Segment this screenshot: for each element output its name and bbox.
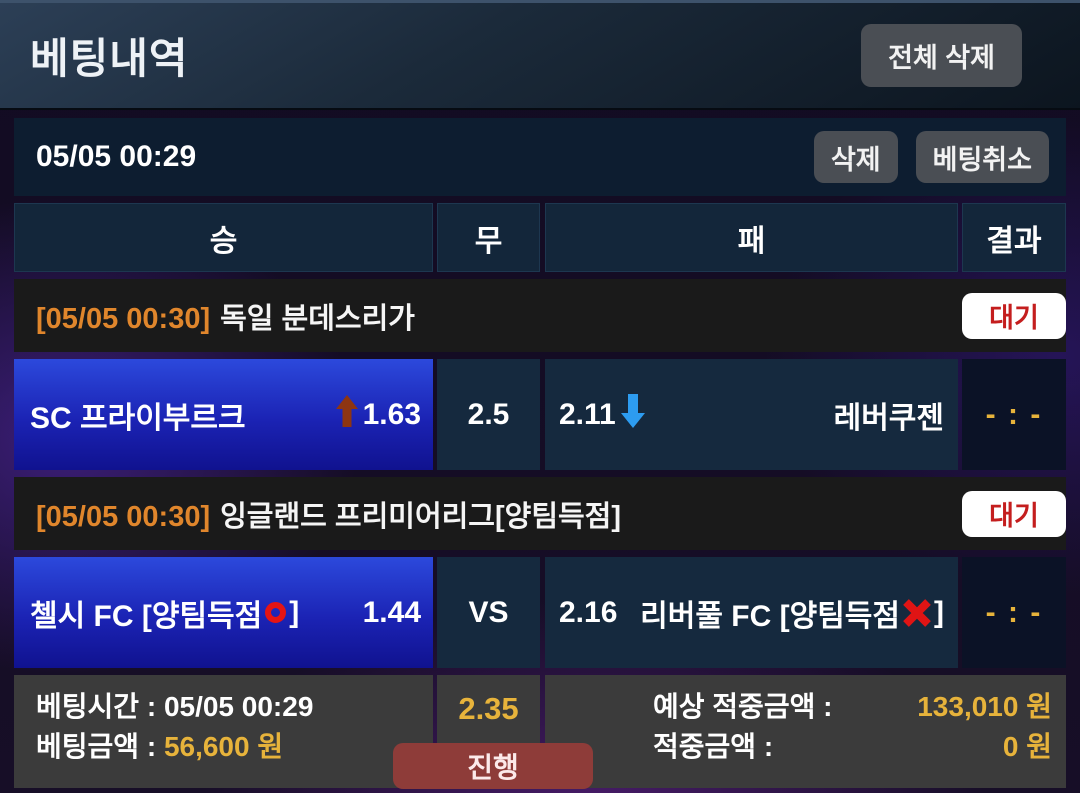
cancel-bet-button[interactable]: 베팅취소 (915, 131, 1049, 183)
league-info: [05/05 00:30] 잉글랜드 프리미어리그[양팀득점] (36, 493, 621, 535)
away-odds-value: 2.11 (559, 397, 616, 431)
home-odds-value: 1.63 (362, 397, 421, 431)
status-badge-waiting: 대기 (962, 490, 1066, 537)
match-row-chelsea-liverpool: 첼시 FC [양팀득점] 1.44 VS 2.16 리버풀 FC [양팀득점] … (14, 557, 1066, 668)
bet-time-label: 베팅시간 : (36, 691, 157, 722)
match-start-time: [05/05 00:30] (36, 302, 211, 335)
home-team-name: SC 프라이부르크 (30, 401, 246, 435)
hit-amount-label: 적중금액 : (653, 731, 774, 762)
column-header-draw: 무 (437, 203, 540, 272)
bet-time-value: 05/05 00:29 (163, 691, 314, 722)
progress-status-button[interactable]: 진행 (393, 743, 593, 789)
league-info: [05/05 00:30] 독일 분데스리가 (36, 295, 415, 337)
bet-amount-label: 베팅금액 : (36, 731, 157, 762)
lose-cell: 2.16 리버풀 FC [양팀득점] (545, 557, 958, 668)
expected-payout-value: 133,010 원 (917, 691, 1052, 722)
home-odds-value: 1.44 (362, 595, 421, 629)
away-odds-group: 2.11 (559, 393, 645, 436)
league-row-bundesliga: [05/05 00:30] 독일 분데스리가 대기 (14, 279, 1066, 352)
away-odds-value: 2.16 (559, 595, 618, 629)
bet-placed-time: 05/05 00:29 (36, 140, 197, 173)
vs-cell: VS (437, 557, 540, 668)
odds-down-arrow-icon (620, 393, 645, 436)
odds-up-arrow-icon (335, 394, 358, 435)
lose-cell: 2.11 레버쿠젠 (545, 359, 958, 470)
bet-slip-header-row: 05/05 00:29 삭제 베팅취소 (14, 118, 1066, 196)
column-header-win: 승 (14, 203, 433, 272)
bet-amount-value: 56,600 원 (163, 731, 284, 762)
bet-summary-footer: 베팅시간 : 05/05 00:29 베팅금액 : 56,600 원 2.35 … (14, 675, 1066, 789)
hit-amount-value: 0 원 (1002, 731, 1052, 762)
bet-info-panel: 베팅시간 : 05/05 00:29 베팅금액 : 56,600 원 (14, 675, 433, 788)
betting-history-panel: 05/05 00:29 삭제 베팅취소 승 무 패 결과 [05/05 00:3… (14, 118, 1066, 789)
bet-time-line: 베팅시간 : 05/05 00:29 (36, 687, 433, 727)
expected-payout-label: 예상 적중금액 : (653, 691, 833, 722)
league-name: 잉글랜드 프리미어리그[양팀득점] (220, 500, 622, 533)
match-start-time: [05/05 00:30] (36, 500, 211, 533)
home-odds-group: 1.44 (363, 596, 421, 630)
both-score-yes-icon (265, 602, 287, 623)
league-name: 독일 분데스리가 (220, 302, 415, 335)
page-title: 베팅내역 (30, 35, 189, 82)
column-header-result: 결과 (962, 203, 1066, 272)
titlebar: 베팅내역 전체 삭제 (0, 0, 1080, 110)
draw-cell: 2.5 (437, 359, 540, 470)
result-cell: - : - (962, 557, 1066, 668)
payout-panel: 예상 적중금액 : 133,010 원 적중금액 : 0 원 (545, 675, 1066, 788)
away-odds-group: 2.16 (559, 596, 617, 630)
away-team-name: 레버쿠젠 (833, 401, 944, 435)
status-badge-waiting: 대기 (962, 292, 1066, 339)
away-team-name: 리버풀 FC [양팀득점] (640, 595, 944, 633)
result-cell: - : - (962, 359, 1066, 470)
delete-all-button[interactable]: 전체 삭제 (861, 24, 1022, 87)
league-row-premier-league: [05/05 00:30] 잉글랜드 프리미어리그[양팀득점] 대기 (14, 477, 1066, 550)
total-odds-value: 2.35 (458, 691, 519, 726)
win-cell-selected: 첼시 FC [양팀득점] 1.44 (14, 557, 433, 668)
column-header-row: 승 무 패 결과 (14, 203, 1066, 272)
bet-amount-line: 베팅금액 : 56,600 원 (36, 727, 433, 767)
win-cell-selected: SC 프라이부르크 1.63 (14, 359, 433, 470)
match-row-freiburg-leverkusen: SC 프라이부르크 1.63 2.5 2.11 레버쿠젠 - : - (14, 359, 1066, 470)
hit-amount-line: 적중금액 : 0 원 (653, 727, 1052, 767)
home-team-name: 첼시 FC [양팀득점] (30, 595, 300, 633)
delete-button[interactable]: 삭제 (813, 131, 898, 183)
bet-slip-actions: 삭제 베팅취소 (813, 131, 1049, 183)
both-score-no-icon (902, 598, 932, 628)
expected-payout-line: 예상 적중금액 : 133,010 원 (653, 687, 1052, 727)
home-odds-group: 1.63 (335, 394, 421, 435)
column-header-lose: 패 (545, 203, 958, 272)
